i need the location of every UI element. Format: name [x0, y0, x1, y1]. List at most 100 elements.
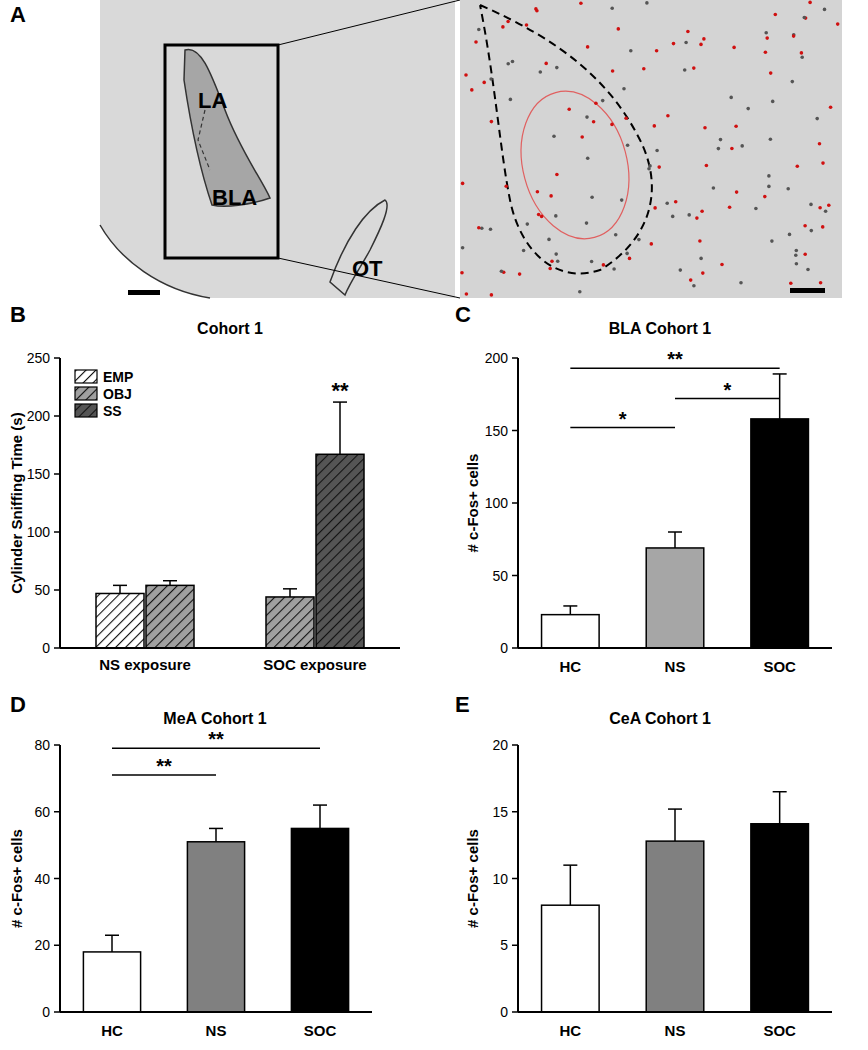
- cell-dot: [477, 28, 481, 32]
- cell-dot: [821, 225, 825, 229]
- y-axis-label: # c-Fos+ cells: [464, 454, 481, 553]
- error-stem: [319, 805, 321, 828]
- cell-dot: [683, 68, 687, 72]
- figure: ALABLAOTBCohort 1Cylinder Sniffing Time …: [0, 0, 868, 1050]
- y-axis: [59, 358, 61, 648]
- cell-dot: [827, 204, 831, 208]
- panel-a: ALABLAOT: [10, 0, 842, 298]
- x-axis: [60, 647, 400, 649]
- y-tick-label: 200: [485, 350, 509, 366]
- cell-dot: [767, 174, 771, 178]
- error-stem: [674, 809, 676, 841]
- error-stem: [289, 589, 291, 597]
- y-tick-label: 80: [34, 737, 50, 753]
- cell-dot: [464, 73, 468, 77]
- micrograph: [460, 0, 842, 298]
- bar: [646, 841, 704, 1012]
- cell-dot: [614, 233, 618, 237]
- cell-dot: [622, 87, 626, 91]
- cell-dot: [460, 271, 464, 275]
- cell-dot: [774, 13, 778, 17]
- cell-dot: [537, 213, 541, 217]
- cell-dot: [699, 257, 703, 261]
- cell-dot: [580, 135, 584, 139]
- cell-dot: [803, 253, 807, 257]
- y-tick-label: 100: [485, 495, 509, 511]
- legend-label: SS: [103, 403, 122, 419]
- cell-dot: [461, 246, 465, 250]
- error-stem: [339, 402, 341, 454]
- bla-outline: [480, 5, 652, 274]
- error-cap: [313, 804, 327, 806]
- y-tick-label: 0: [500, 1004, 508, 1020]
- cell-dot: [692, 284, 696, 288]
- error-bar: [773, 792, 787, 824]
- cell-dot: [717, 147, 721, 151]
- cell-dot: [788, 233, 792, 237]
- cell-dot: [698, 239, 702, 243]
- cell-dot: [712, 186, 716, 190]
- y-tick-label: 15: [492, 804, 508, 820]
- cell-dot: [803, 16, 807, 20]
- cell-dot: [687, 213, 691, 217]
- cell-dot: [792, 34, 796, 38]
- cell-dot: [829, 105, 833, 109]
- cell-dot: [586, 45, 590, 49]
- y-tick-label: 10: [492, 871, 508, 887]
- error-stem: [779, 374, 781, 419]
- error-bar: [333, 402, 347, 454]
- title: BLA Cohort 1: [609, 320, 712, 337]
- error-cap: [773, 373, 787, 375]
- cell-dot: [771, 100, 775, 104]
- cell-dot: [764, 31, 768, 35]
- significance: **: [208, 728, 224, 750]
- cell-dot: [549, 194, 553, 198]
- x-tick-label: SOC exposure: [263, 656, 366, 673]
- cell-dot: [482, 81, 486, 85]
- x-axis: [60, 1011, 372, 1013]
- x-tick-label: HC: [101, 1022, 123, 1039]
- cell-dot: [672, 42, 676, 46]
- significance: **: [331, 378, 349, 403]
- error-stem: [215, 828, 217, 841]
- error-bar: [105, 935, 119, 952]
- cell-dot: [800, 51, 804, 55]
- cell-dot: [642, 67, 646, 71]
- cell-dot: [746, 107, 750, 111]
- error-stem: [111, 935, 113, 952]
- y-tick-label: 0: [500, 640, 508, 656]
- error-cap: [563, 864, 577, 866]
- cell-dot: [769, 138, 773, 142]
- error-cap: [773, 791, 787, 793]
- cell-dot: [695, 216, 699, 220]
- cell-dot: [547, 238, 551, 242]
- x-tick-label: NS: [665, 1022, 686, 1039]
- x-axis: [518, 647, 832, 649]
- x-tick-label: NS exposure: [99, 656, 191, 673]
- cell-dot: [617, 27, 621, 31]
- error-stem: [674, 532, 676, 548]
- y-axis: [517, 358, 519, 648]
- cell-dot: [800, 56, 804, 60]
- significance: *: [723, 379, 731, 401]
- error-stem: [119, 585, 121, 593]
- cell-dot: [740, 144, 744, 148]
- error-stem: [779, 792, 781, 824]
- cell-dot: [653, 206, 657, 210]
- cell-dot: [769, 71, 773, 75]
- bar: [187, 842, 244, 1012]
- cell-dot: [506, 62, 510, 66]
- cell-dot: [763, 195, 767, 199]
- error-cap: [668, 808, 682, 810]
- cell-dot: [795, 249, 799, 253]
- cell-dot: [818, 142, 822, 146]
- chart: ECeA Cohort 1# c-Fos+ cells05101520HCNSS…: [455, 692, 832, 1039]
- cell-dot: [701, 271, 705, 275]
- cell-dot: [729, 96, 733, 100]
- panel-label: B: [10, 302, 26, 327]
- scale-bar: [128, 290, 160, 295]
- amygdala-region: [184, 49, 270, 206]
- bar: [751, 419, 809, 648]
- error-bar: [113, 585, 127, 593]
- cell-dot: [620, 198, 624, 202]
